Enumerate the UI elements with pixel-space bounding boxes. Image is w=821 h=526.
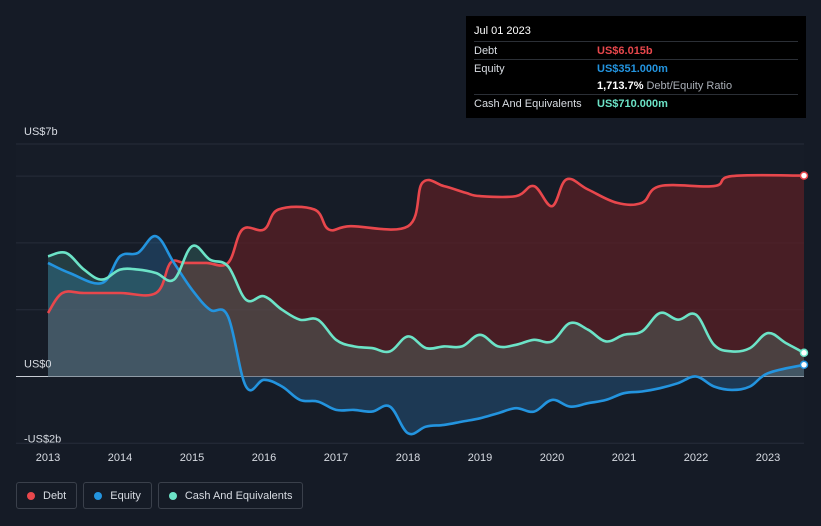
legend-cash-label: Cash And Equivalents [184,489,293,502]
cash-end-marker [799,348,809,358]
tooltip-cash-label: Cash And Equivalents [474,97,582,110]
x-tick-label: 2020 [540,452,564,464]
cash-line [47,244,805,354]
tooltip-equity-value: US$351.000m [597,62,668,75]
cash-dot-icon [168,491,177,500]
x-tick-label: 2021 [612,452,636,464]
equity-area [48,236,804,435]
equity-line [47,234,805,436]
tooltip-panel: Jul 01 2023 Debt US$6.015b Equity US$351… [466,16,806,118]
legend-item-equity[interactable]: Equity [83,482,152,509]
debt-end-marker [799,171,809,180]
x-tick-label: 2017 [324,452,348,464]
equity-dot-icon [94,491,103,500]
tooltip-date: Jul 01 2023 [474,25,531,37]
x-tick-label: 2014 [108,452,132,464]
debt-line [46,173,805,314]
x-tick-label: 2018 [396,452,420,464]
x-tick-label: 2013 [36,452,60,464]
chart-legend: Debt Equity Cash And Equivalents [16,482,309,509]
tooltip-ratio-label: Debt/Equity Ratio [646,79,733,92]
chart-areas [48,175,804,435]
cash-area [48,245,804,377]
x-tick-label: 2016 [252,452,276,464]
x-tick-label: 2023 [756,452,780,464]
y-tick-label: US$7b [24,126,58,138]
tooltip-debt-row: Debt US$6.015b [474,41,798,59]
tooltip-equity-label: Equity [474,62,505,75]
debt-area [48,175,804,377]
tooltip-debt-label: Debt [474,44,498,57]
chart-lines [46,173,805,436]
tooltip-cash-value: US$710.000m [597,97,668,110]
tooltip-debt-value: US$6.015b [597,44,653,57]
legend-equity-label: Equity [110,489,141,502]
tooltip-ratio-row: 1,713.7% Debt/Equity Ratio [474,77,798,94]
y-tick-label: US$0 [24,359,52,371]
debt-dot-icon [27,491,35,500]
legend-item-cash[interactable]: Cash And Equivalents [157,482,304,509]
y-axis-labels: US$7b US$0 -US$2b [24,126,61,445]
tooltip-cash-row: Cash And Equivalents US$710.000m [474,94,798,112]
y-tick-label: -US$2b [24,433,61,445]
x-tick-label: 2015 [180,452,204,464]
tooltip-ratio-value: 1,713.7% [597,79,644,92]
x-axis-labels: 2013 2014 2015 2016 2017 2018 2019 2020 2021 2022… [36,452,780,464]
equity-end-marker [799,360,809,370]
legend-item-debt[interactable]: Debt [16,482,78,509]
x-tick-label: 2019 [468,452,492,464]
legend-debt-label: Debt [43,489,67,502]
chart-end-markers [799,171,809,370]
tooltip-equity-row: Equity US$351.000m [474,59,798,77]
x-tick-label: 2022 [684,452,708,464]
